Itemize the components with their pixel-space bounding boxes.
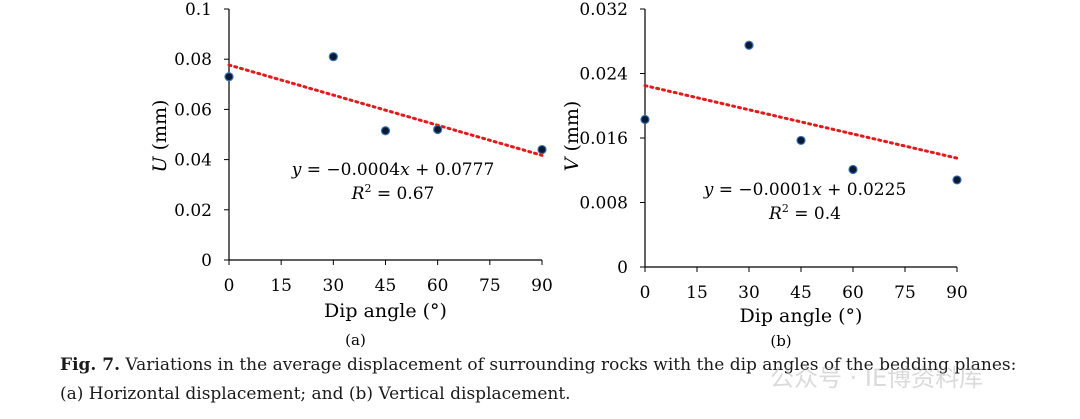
data-point bbox=[380, 126, 391, 136]
equation-part: + 0.0777 bbox=[410, 160, 495, 180]
x-tick-label: 0 bbox=[640, 283, 651, 303]
y-tick-label: 0.08 bbox=[174, 50, 212, 70]
y-tick-label: 0.04 bbox=[174, 151, 212, 171]
x-tick-label: 15 bbox=[270, 276, 292, 296]
r-squared: R2 = 0.67 bbox=[351, 182, 435, 204]
data-point bbox=[433, 124, 443, 135]
chart-panel-a: 0 15 30 45 60 75 90 0 0.02 0.04 0.06 0.08 0.1 Dip ang… bbox=[149, 0, 553, 349]
x-tick-label: 15 bbox=[686, 283, 708, 303]
data-point bbox=[848, 164, 858, 175]
x-tick-label: 30 bbox=[323, 276, 345, 296]
data-point bbox=[744, 40, 754, 50]
y-tick-label: 0.02 bbox=[174, 201, 212, 221]
r-squared: R2 = 0.4 bbox=[768, 202, 841, 224]
equation-part: = −0.0001 bbox=[713, 180, 812, 200]
x-tick-label: 30 bbox=[738, 283, 760, 303]
panel-label: (a) bbox=[345, 331, 366, 349]
x-axis-title: Dip angle (°) bbox=[740, 305, 863, 327]
y-tick-label: 0.024 bbox=[579, 65, 628, 85]
chart-panel-b: 0 15 30 45 60 75 90 0 0.008 0.016 0.024 0.032 Dip an… bbox=[561, 0, 968, 350]
x-axis-title: Dip angle (°) bbox=[324, 300, 447, 322]
equation-part: y bbox=[703, 180, 714, 200]
trendline bbox=[227, 63, 544, 157]
r-squared-label: R bbox=[768, 204, 782, 224]
x-tick-label: 45 bbox=[790, 283, 812, 303]
r-squared-superscript: 2 bbox=[782, 202, 789, 215]
data-point bbox=[328, 52, 338, 62]
x-tick-label: 90 bbox=[531, 276, 553, 296]
y-tick-label: 0.06 bbox=[174, 100, 212, 120]
caption-text-1: Variations in the average displacement o… bbox=[120, 355, 1017, 375]
caption-fig-label: Fig. 7. bbox=[60, 355, 120, 375]
figure-caption: Fig. 7. Variations in the average displa… bbox=[60, 351, 1070, 409]
x-tick-label: 75 bbox=[479, 276, 501, 296]
x-tick-label: 0 bbox=[224, 276, 235, 296]
equation-part: + 0.0225 bbox=[822, 180, 907, 200]
data-point bbox=[952, 175, 962, 185]
y-axis-title-var: V bbox=[561, 155, 583, 171]
y-axis-title: V (mm) bbox=[561, 101, 583, 172]
trendline-equation: y = −0.0004x + 0.0777 bbox=[291, 160, 495, 180]
r-squared-label: R bbox=[351, 184, 365, 204]
trendline-equation: y = −0.0001x + 0.0225 bbox=[703, 180, 907, 200]
data-point bbox=[537, 144, 547, 155]
x-tick-label: 60 bbox=[427, 276, 449, 296]
y-tick-label: 0.008 bbox=[579, 194, 628, 214]
y-axis-title: U (mm) bbox=[149, 100, 171, 173]
equation-part: = −0.0004 bbox=[301, 160, 400, 180]
x-tick-label: 75 bbox=[894, 283, 916, 303]
data-point bbox=[796, 135, 806, 146]
x-tick-label: 45 bbox=[375, 276, 397, 296]
panel-label: (b) bbox=[770, 332, 791, 350]
r-squared-value: = 0.4 bbox=[789, 204, 841, 224]
y-tick-label: 0 bbox=[201, 251, 212, 271]
r-squared-value: = 0.67 bbox=[371, 184, 434, 204]
equation-part: y bbox=[291, 160, 302, 180]
caption-line-1: Fig. 7. Variations in the average displa… bbox=[60, 351, 1070, 380]
data-point bbox=[640, 114, 650, 125]
y-axis-title-unit: (mm) bbox=[149, 100, 171, 157]
x-tick-label: 60 bbox=[842, 283, 864, 303]
data-point bbox=[224, 72, 234, 82]
equation-part: x bbox=[400, 160, 410, 180]
y-axis-title-unit: (mm) bbox=[561, 101, 583, 158]
y-axis-title-var: U bbox=[149, 155, 171, 172]
r-squared-superscript: 2 bbox=[364, 182, 371, 195]
equation-part: x bbox=[812, 180, 822, 200]
watermark: 公众号 · IE博资料库 bbox=[770, 364, 984, 392]
y-tick-label: 0.016 bbox=[579, 129, 628, 149]
trendline bbox=[643, 84, 959, 160]
y-tick-label: 0.032 bbox=[579, 0, 628, 20]
y-tick-label: 0.1 bbox=[185, 0, 212, 20]
caption-line-2: (a) Horizontal displacement; and (b) Ver… bbox=[60, 384, 571, 404]
y-tick-label: 0 bbox=[617, 258, 628, 278]
x-tick-label: 90 bbox=[946, 283, 968, 303]
